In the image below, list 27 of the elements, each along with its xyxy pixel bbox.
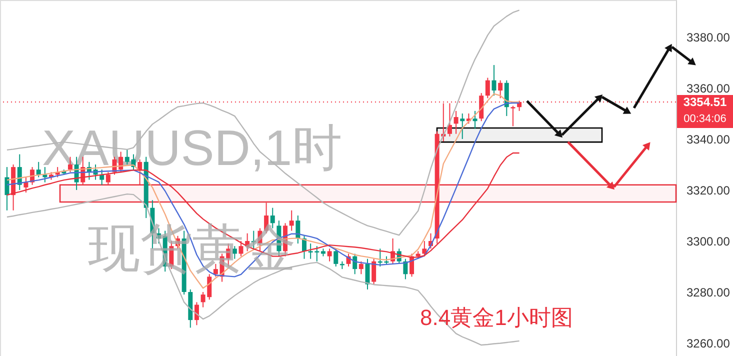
- ref-line-label: 3354.51: [683, 94, 728, 109]
- candlestick: [194, 302, 199, 326]
- text: 00:34:06: [684, 112, 726, 125]
- y-tick-label: 3320.00: [686, 183, 730, 198]
- candlestick: [454, 110, 458, 134]
- candlestick: [447, 102, 452, 137]
- y-tick-label: 3280.00: [686, 285, 730, 300]
- candlestick: [472, 110, 478, 130]
- candlestick: [498, 80, 503, 99]
- candlestick: [372, 258, 376, 285]
- candlestick: [36, 161, 41, 178]
- candlestick: [365, 258, 370, 290]
- y-tick-label: 3260.00: [686, 336, 730, 350]
- candlestick: [334, 248, 338, 267]
- candlestick: [510, 105, 516, 127]
- candlestick: [358, 260, 364, 275]
- candlestick: [492, 64, 496, 96]
- y-tick-label: 3300.00: [686, 234, 730, 248]
- candlestick: [327, 248, 332, 262]
- candlestick: [460, 112, 465, 140]
- candlestick: [24, 176, 28, 194]
- candlestick: [4, 166, 10, 211]
- candlestick: [485, 77, 490, 99]
- y-tick-label: 3380.00: [686, 30, 730, 44]
- annotation: 8.4黄金1小时图: [420, 305, 573, 330]
- y-tick-label: 3360.00: [686, 81, 730, 96]
- y-tick-label: 3340.00: [686, 132, 730, 146]
